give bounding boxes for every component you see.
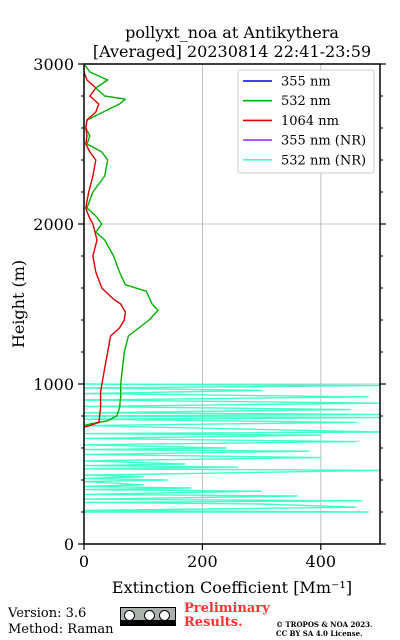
legend: 355 nm 532 nm 1064 nm 355 nm (NR) 532 nm (NR… xyxy=(237,69,375,174)
preliminary-line2: Results. xyxy=(184,615,243,630)
legend-box xyxy=(237,69,375,174)
chart-title-line1: pollyxt_noa at Antikythera xyxy=(125,23,339,42)
legend-label: 532 nm xyxy=(281,94,331,109)
cc-license-badge xyxy=(120,607,176,626)
preliminary-notice: Preliminary Results. xyxy=(184,602,270,630)
license-text: © TROPOS & NOA 2023. CC BY SA 4.0 Licens… xyxy=(276,620,372,638)
version-text: Version: 3.6 xyxy=(8,606,87,621)
footer-info: Version: 3.6 Method: Raman xyxy=(8,606,114,638)
series-layer xyxy=(84,64,380,513)
x-tick-label: 200 xyxy=(187,552,218,571)
plot-frame xyxy=(83,63,381,545)
y-tick-label: 0 xyxy=(64,535,74,554)
profile-chart: pollyxt_noa at Antikythera [Averaged] 20… xyxy=(9,23,386,597)
ticks: 0 200 400 0 1000 2000 3000 xyxy=(33,55,386,571)
legend-label: 1064 nm xyxy=(281,114,339,129)
x-axis-label: Extinction Coefficient [Mm⁻¹] xyxy=(112,578,352,597)
license-line2: CC BY SA 4.0 License. xyxy=(276,629,363,638)
y-tick-label: 3000 xyxy=(33,55,74,74)
chart-title-line2: [Averaged] 20230814 22:41-23:59 xyxy=(93,42,371,61)
series-line-4 xyxy=(84,383,380,513)
legend-label: 355 nm (NR) xyxy=(281,134,366,149)
series-line-2 xyxy=(84,71,127,428)
legend-label: 532 nm (NR) xyxy=(281,153,366,168)
legend-label: 355 nm xyxy=(281,75,331,90)
y-tick-label: 1000 xyxy=(33,375,74,394)
x-tick-label: 400 xyxy=(306,552,337,571)
preliminary-line1: Preliminary xyxy=(184,601,270,616)
series-line-1 xyxy=(84,64,159,427)
x-tick-label: 0 xyxy=(79,552,89,571)
y-axis-label: Height (m) xyxy=(9,260,28,348)
method-text: Method: Raman xyxy=(8,622,114,637)
cc-badge-bar xyxy=(121,620,175,625)
y-tick-label: 2000 xyxy=(33,215,74,234)
license-line1: © TROPOS & NOA 2023. xyxy=(276,620,373,629)
